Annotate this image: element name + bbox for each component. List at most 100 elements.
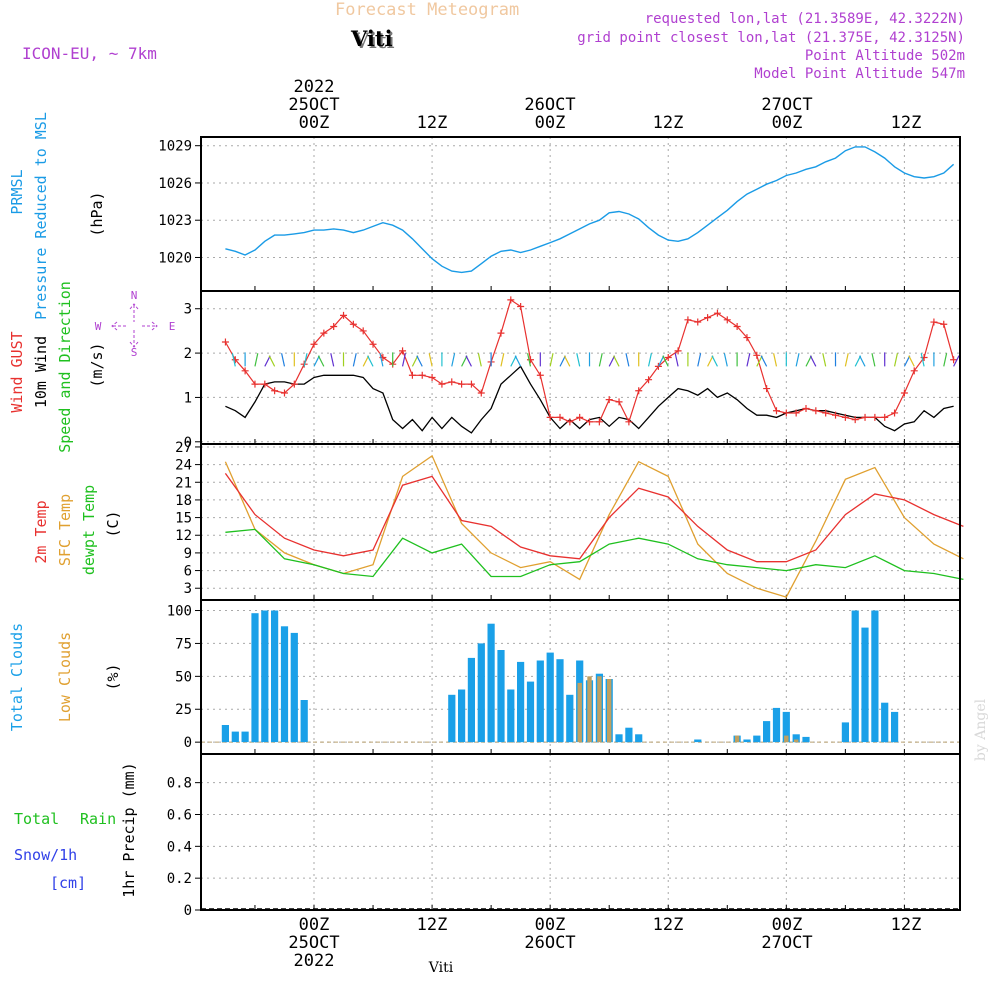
requested-coords: requested lon,lat (21.3589E, 42.3222N) [645, 11, 965, 27]
y-tick-label: 75 [175, 636, 192, 652]
top-date-label: 25OCT [288, 95, 339, 115]
gust-marker [733, 322, 741, 330]
y-tick-label: 0.4 [167, 839, 192, 855]
bottom-time-label: 00Z [535, 915, 566, 935]
wind-direction-arrow [367, 355, 374, 367]
gust-marker [723, 316, 731, 324]
wind-direction-arrow [760, 355, 768, 367]
location-title-shadow: Viti [352, 28, 395, 53]
gust-marker [753, 351, 761, 359]
gust-marker [477, 389, 485, 397]
gust-marker [507, 296, 515, 304]
total-cloud-bar [536, 660, 544, 743]
total-cloud-bar [231, 731, 239, 743]
y-tick-label: 24 [175, 458, 192, 474]
gust-marker [261, 380, 269, 388]
top-time-label: 00Z [535, 113, 566, 133]
wind-direction-arrow [510, 355, 517, 367]
wind-direction-arrow [598, 353, 603, 367]
wind-direction-arrow [559, 355, 566, 367]
gust-marker [704, 314, 712, 322]
snow-label: Snow/1h [14, 846, 77, 864]
low-cloud-bar [597, 676, 602, 743]
low-cloud-bar [784, 735, 789, 743]
compass-n: N [131, 289, 138, 302]
gust-marker [763, 385, 771, 393]
total-clouds-label: Total Clouds [8, 623, 26, 731]
top-time-axis: 2022 25OCT 00Z 12Z 26OCT 00Z 12Z 27OCT 0… [288, 77, 921, 133]
total-cloud-bar [625, 727, 633, 743]
y-tick-label: 0 [184, 435, 192, 451]
y-tick-label: 3 [184, 581, 192, 597]
total-cloud-bar [763, 721, 771, 743]
total-cloud-bar [615, 734, 623, 743]
wind-direction-arrow [268, 355, 276, 367]
wind-label: 10m Wind [32, 336, 50, 408]
wind-direction-arrow [514, 355, 522, 367]
bottom-time-label: 12Z [891, 915, 922, 935]
point-altitude: Point Altitude 502m [805, 48, 965, 64]
gust-marker [399, 347, 407, 355]
top-time-label: 12Z [891, 113, 922, 133]
gust-marker [605, 396, 613, 404]
top-time-label: 12Z [653, 113, 684, 133]
total-cloud-bar [241, 731, 249, 743]
gust-marker [349, 320, 357, 328]
pressure-panel-labels: PRMSL Pressure Reduced to MSL (hPa) [8, 112, 106, 320]
gust-marker [950, 356, 958, 364]
total-cloud-bar [467, 657, 475, 743]
precip-unit: 1hr Precip (mm) [120, 762, 138, 897]
pressure-label-2: Pressure Reduced to MSL [32, 112, 50, 320]
gust-marker [635, 387, 643, 395]
panel-1-grid: 1020 1023 1026 1029 [158, 137, 960, 291]
wind-direction-arrow [549, 353, 554, 367]
total-cloud-bar [792, 734, 800, 743]
wind-direction-arrow [303, 353, 308, 367]
total-cloud-bar [694, 739, 702, 743]
panel-2-grid: 0 1 2 3 [184, 291, 960, 451]
total-cloud-bar [782, 711, 790, 743]
wind-direction-arrow [795, 353, 800, 367]
wind-direction-arrow [871, 353, 876, 367]
bottom-time-label: 00Z [772, 915, 803, 935]
total-cloud-bar [802, 736, 810, 743]
compass-e: E [169, 320, 176, 333]
gust-marker [910, 367, 918, 375]
gust-marker [615, 398, 623, 406]
bottom-time-label: 00Z [299, 915, 330, 935]
watermark: by Angel [973, 698, 989, 761]
wind-direction-arrow [352, 353, 357, 367]
gust-marker [310, 340, 318, 348]
wind-direction-arrow [264, 355, 271, 367]
wind-direction-arrow [697, 353, 702, 367]
bottom-time-label: 12Z [417, 915, 448, 935]
y-tick-label: 50 [175, 669, 192, 685]
bottom-date-label: 25OCT [288, 933, 339, 953]
gust-marker [536, 371, 544, 379]
total-cloud-bar [841, 722, 849, 743]
gust-marker [517, 303, 525, 311]
compass-rose: N S W E [95, 289, 176, 359]
wind-direction-arrow [527, 353, 532, 367]
wind-direction-arrow [657, 355, 665, 367]
wind-direction-arrow [500, 353, 505, 367]
total-cloud-bar [497, 650, 505, 743]
wind-direction-arrow [461, 355, 468, 367]
wind-direction-arrow [465, 355, 472, 367]
gust-marker [664, 354, 672, 362]
top-time-label: 12Z [417, 113, 448, 133]
wind-direction-arrow [317, 355, 325, 367]
wind-direction-arrow [379, 353, 384, 367]
wind-direction-arrow [903, 355, 911, 367]
gust-marker [812, 407, 820, 415]
gust-marker [645, 376, 653, 384]
gust-marker [782, 409, 790, 417]
total-cloud-bar [891, 711, 899, 743]
total-cloud-bar [477, 643, 485, 743]
gust-marker [290, 380, 298, 388]
gust-marker [418, 371, 426, 379]
total-cloud-bar [861, 627, 869, 743]
location-title: Viti [350, 26, 393, 51]
wind-direction-arrow [662, 355, 669, 367]
